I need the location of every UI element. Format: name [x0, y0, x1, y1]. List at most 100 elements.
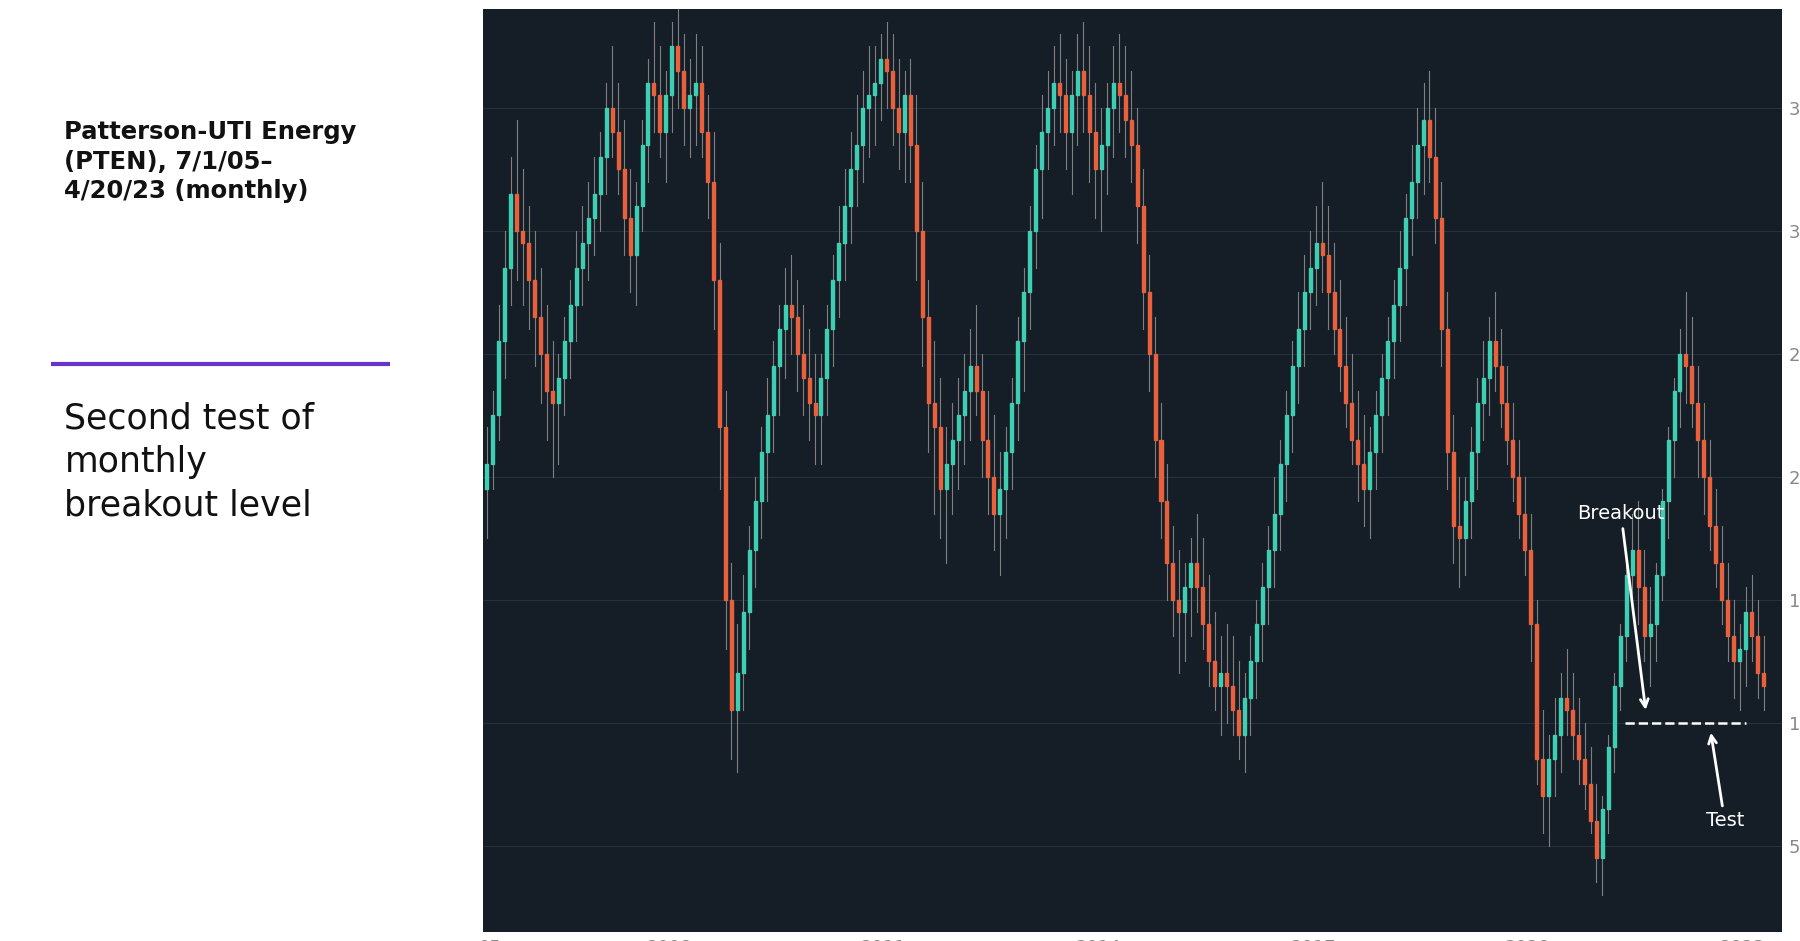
Bar	[688, 95, 691, 108]
Bar	[1368, 452, 1372, 489]
Bar	[724, 427, 727, 599]
Bar	[932, 403, 936, 427]
Bar	[1004, 452, 1008, 489]
Bar	[826, 329, 828, 378]
Bar	[1363, 464, 1366, 489]
Bar	[1190, 563, 1192, 587]
Bar	[878, 58, 882, 83]
Bar	[1058, 83, 1060, 95]
Bar	[1255, 624, 1258, 662]
Bar	[1053, 83, 1055, 108]
Bar	[1714, 526, 1717, 563]
Bar	[509, 194, 513, 267]
Bar	[718, 279, 722, 427]
Bar	[922, 231, 923, 317]
Bar	[1195, 563, 1199, 587]
Bar	[652, 83, 655, 95]
Bar	[1678, 354, 1681, 391]
Bar	[1600, 808, 1604, 858]
Bar	[1517, 477, 1521, 514]
Bar	[1010, 403, 1013, 452]
Bar	[617, 133, 619, 169]
Bar	[1690, 366, 1694, 403]
Bar	[974, 366, 977, 391]
Bar	[1273, 514, 1276, 550]
Bar	[1523, 514, 1526, 550]
Bar	[1636, 550, 1640, 587]
Bar	[628, 218, 632, 255]
Bar	[1064, 95, 1067, 133]
Bar	[1739, 648, 1741, 662]
Bar	[981, 391, 983, 439]
Bar	[623, 169, 626, 218]
Bar	[1118, 83, 1121, 95]
Bar	[641, 145, 644, 206]
Bar	[682, 71, 686, 108]
Bar	[760, 452, 763, 502]
Bar	[1696, 403, 1699, 439]
Bar	[1357, 439, 1359, 464]
Bar	[504, 267, 506, 342]
Bar	[1028, 231, 1031, 293]
Bar	[1291, 366, 1294, 415]
Bar	[1087, 95, 1091, 133]
Bar	[545, 354, 547, 391]
Bar	[1672, 391, 1676, 439]
Bar	[778, 329, 781, 366]
Bar	[1726, 599, 1730, 636]
Bar	[664, 95, 668, 133]
Bar	[1499, 366, 1503, 403]
Bar	[1022, 293, 1026, 342]
Bar	[754, 502, 756, 550]
Bar	[1314, 243, 1318, 267]
Bar	[801, 354, 805, 378]
Bar	[1381, 378, 1382, 415]
Bar	[1654, 575, 1658, 624]
Bar	[992, 477, 995, 514]
Bar	[497, 342, 500, 415]
Bar	[574, 267, 578, 305]
Bar	[1303, 293, 1305, 329]
Bar	[1625, 575, 1627, 636]
Bar	[1422, 120, 1426, 145]
Bar	[1231, 686, 1235, 710]
Text: Second test of
monthly
breakout level: Second test of monthly breakout level	[65, 401, 315, 522]
Bar	[868, 95, 869, 108]
Bar	[1244, 698, 1246, 735]
Bar	[1613, 686, 1616, 747]
Bar	[713, 182, 715, 279]
Bar	[1100, 145, 1103, 169]
Bar	[1350, 403, 1354, 439]
Bar	[1112, 83, 1114, 108]
Bar	[1440, 218, 1444, 329]
Bar	[1453, 452, 1454, 526]
Bar	[538, 317, 542, 354]
Bar	[1487, 342, 1490, 378]
Bar	[1571, 710, 1575, 735]
Bar	[670, 46, 673, 95]
Bar	[1296, 329, 1300, 366]
Text: Test: Test	[1706, 736, 1744, 830]
Text: Patterson-UTI Energy
(PTEN), 7/1/05–
4/20/23 (monthly): Patterson-UTI Energy (PTEN), 7/1/05– 4/2…	[65, 120, 356, 203]
Bar	[556, 378, 560, 403]
Bar	[1757, 636, 1759, 674]
Bar	[581, 243, 583, 267]
Bar	[765, 415, 769, 452]
Bar	[1399, 267, 1400, 305]
Bar	[850, 169, 853, 206]
Bar	[736, 674, 740, 710]
Bar	[1618, 636, 1622, 686]
Bar	[1165, 502, 1168, 563]
Bar	[1708, 477, 1712, 526]
Bar	[1177, 599, 1181, 612]
Bar	[527, 243, 531, 279]
Bar	[1548, 759, 1550, 796]
Bar	[569, 305, 572, 342]
Bar	[700, 83, 704, 133]
Bar	[1535, 624, 1539, 759]
Bar	[677, 46, 679, 71]
Bar	[491, 415, 495, 464]
Bar	[945, 464, 949, 489]
Bar	[1249, 662, 1253, 698]
Bar	[968, 366, 972, 391]
